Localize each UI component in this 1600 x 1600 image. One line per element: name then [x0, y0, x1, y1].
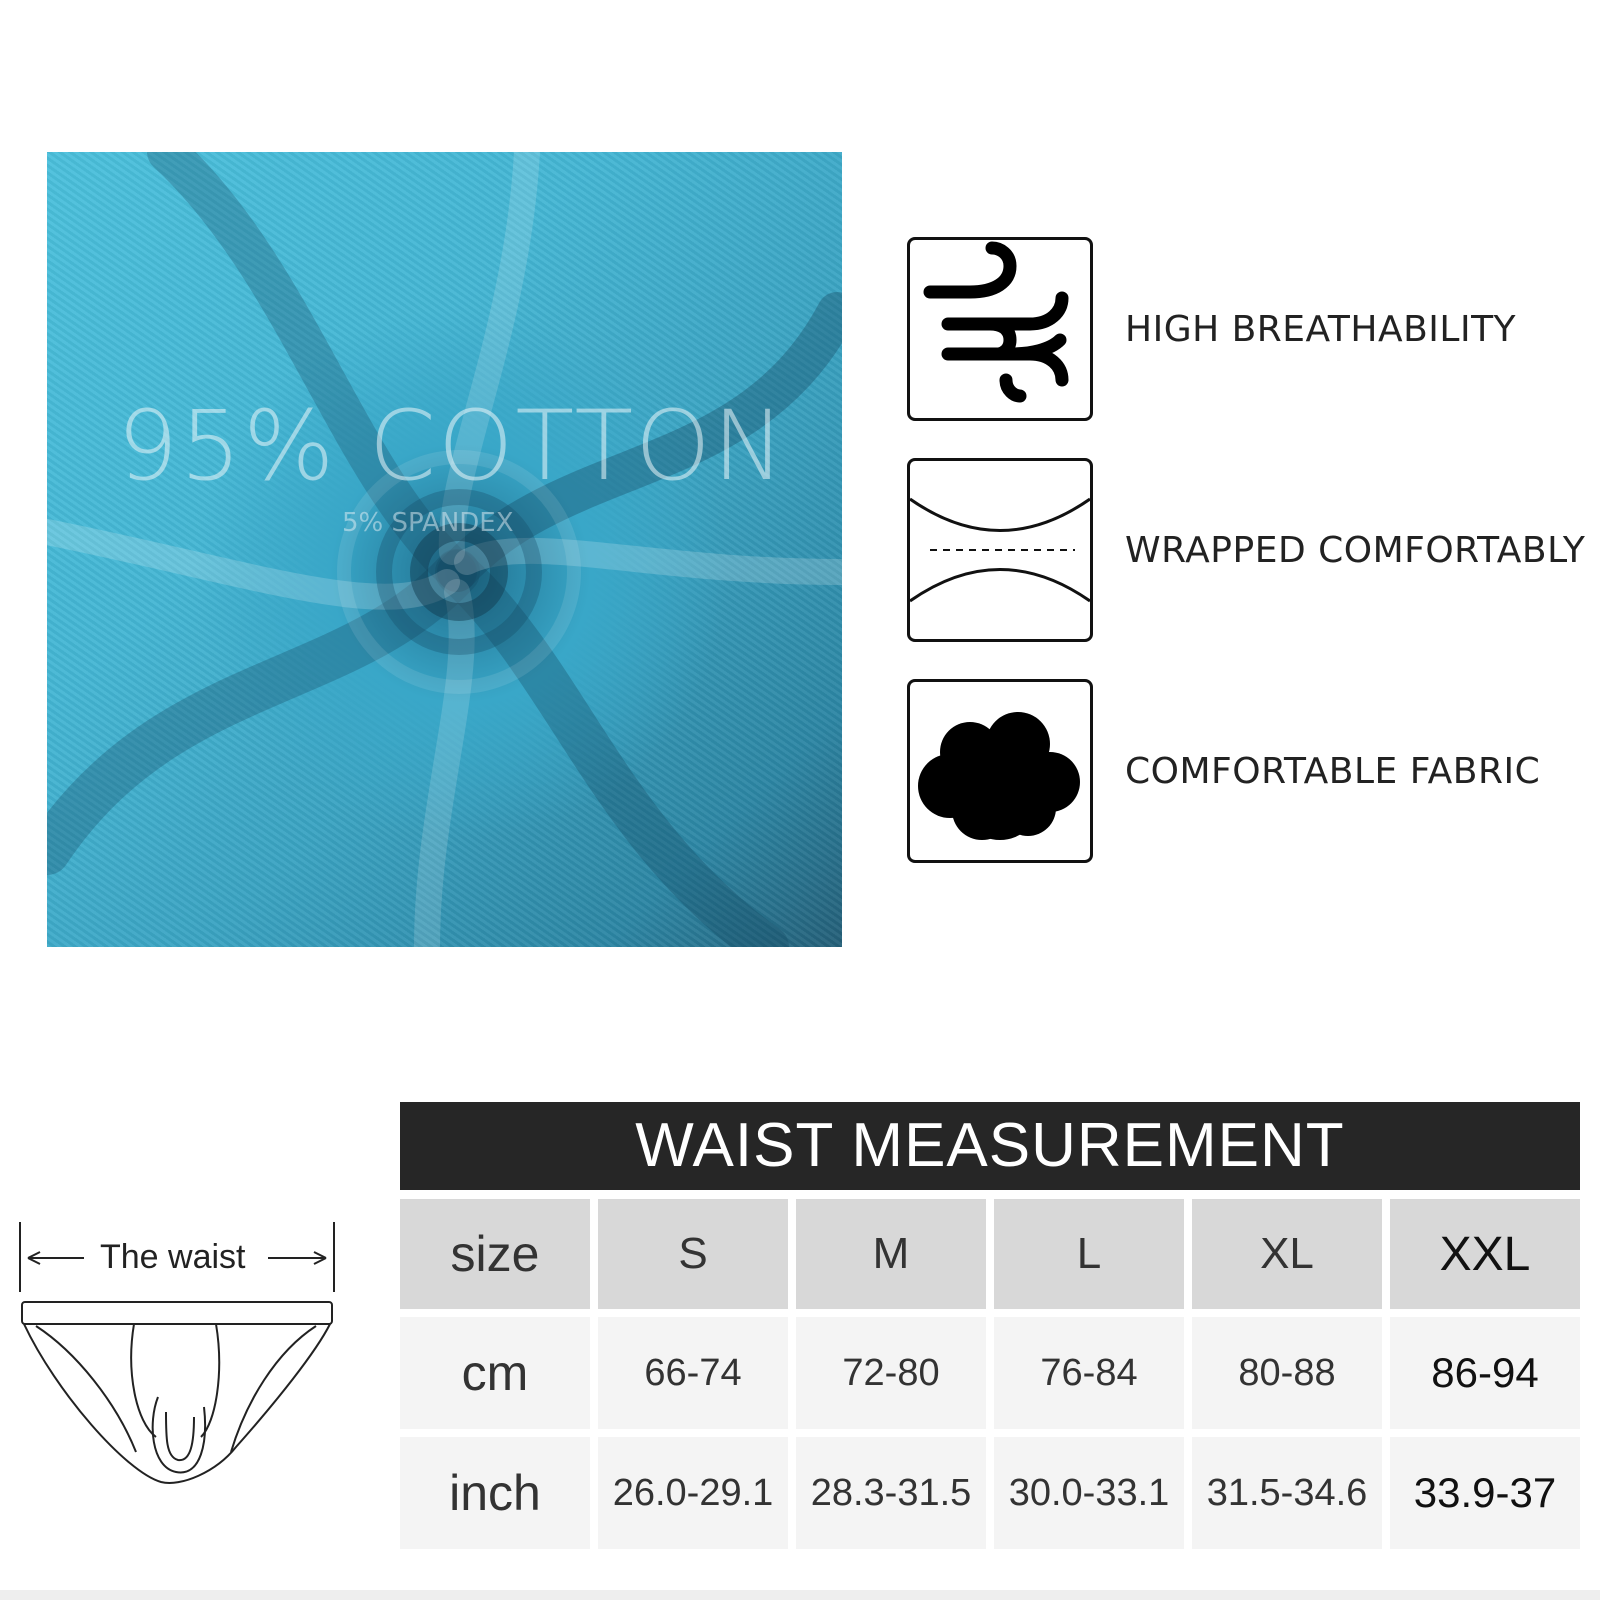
- header-cell: size: [400, 1199, 590, 1309]
- fabric-swatch-image: 95% COTTON 5% SPANDEX: [47, 152, 842, 947]
- feature-label: COMFORTABLE FABRIC: [1125, 751, 1541, 792]
- divider: [0, 1590, 1600, 1600]
- waist-label: The waist: [100, 1238, 246, 1276]
- table-cell: 80-88: [1192, 1317, 1382, 1429]
- size-table-title: WAIST MEASUREMENT: [400, 1102, 1580, 1190]
- feature-comfortable-fabric: COMFORTABLE FABRIC: [907, 679, 1587, 865]
- header-cell: XXL: [1390, 1199, 1580, 1309]
- header-cell: M: [796, 1199, 986, 1309]
- header-cell: L: [994, 1199, 1184, 1309]
- waist-diagram: The waist: [16, 1222, 346, 1522]
- table-cell: 26.0-29.1: [598, 1437, 788, 1549]
- table-cell: 66-74: [598, 1317, 788, 1429]
- wind-icon: [907, 237, 1093, 421]
- header-cell: S: [598, 1199, 788, 1309]
- cloud-icon: [907, 679, 1093, 863]
- brief-outline-icon: [19, 1222, 335, 1484]
- table-cell: 31.5-34.6: [1192, 1437, 1382, 1549]
- fabric-composition-sub: 5% SPANDEX: [342, 508, 514, 538]
- stretch-icon: [907, 458, 1093, 642]
- table-row: inch 26.0-29.1 28.3-31.5 30.0-33.1 31.5-…: [400, 1437, 1580, 1549]
- feature-label: WRAPPED COMFORTABLY: [1125, 530, 1586, 571]
- table-cell: 33.9-37: [1390, 1437, 1580, 1549]
- feature-wrapped-comfortably: WRAPPED COMFORTABLY: [907, 458, 1587, 644]
- header-cell: XL: [1192, 1199, 1382, 1309]
- feature-label: HIGH BREATHABILITY: [1125, 309, 1517, 350]
- table-cell: 76-84: [994, 1317, 1184, 1429]
- row-label-cell: inch: [400, 1437, 590, 1549]
- fabric-composition-main: 95% COTTON: [117, 390, 787, 502]
- table-cell: 72-80: [796, 1317, 986, 1429]
- size-table-header-row: size S M L XL XXL: [400, 1199, 1580, 1309]
- table-cell: 30.0-33.1: [994, 1437, 1184, 1549]
- table-cell: 86-94: [1390, 1317, 1580, 1429]
- size-table: size S M L XL XXL cm 66-74 72-80 76-84 8…: [400, 1199, 1580, 1557]
- table-cell: 28.3-31.5: [796, 1437, 986, 1549]
- row-label-cell: cm: [400, 1317, 590, 1429]
- table-row: cm 66-74 72-80 76-84 80-88 86-94: [400, 1317, 1580, 1429]
- fabric-swirl-graphic: [47, 152, 842, 947]
- feature-high-breathability: HIGH BREATHABILITY: [907, 237, 1587, 423]
